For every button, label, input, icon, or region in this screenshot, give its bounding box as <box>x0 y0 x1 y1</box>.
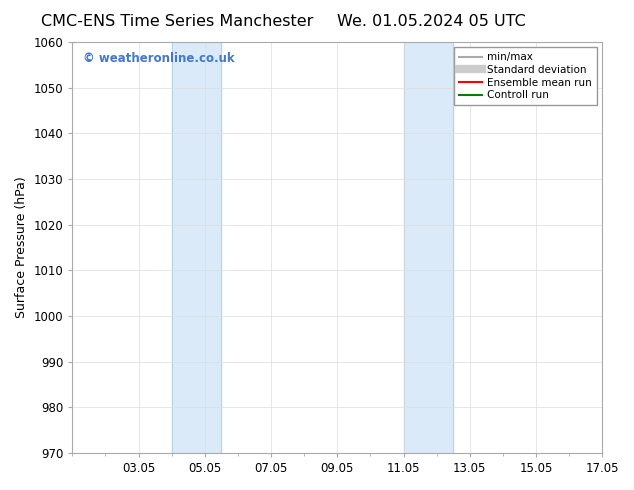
Text: We. 01.05.2024 05 UTC: We. 01.05.2024 05 UTC <box>337 14 526 29</box>
Text: CMC-ENS Time Series Manchester: CMC-ENS Time Series Manchester <box>41 14 314 29</box>
Legend: min/max, Standard deviation, Ensemble mean run, Controll run: min/max, Standard deviation, Ensemble me… <box>454 47 597 105</box>
Y-axis label: Surface Pressure (hPa): Surface Pressure (hPa) <box>15 176 28 318</box>
Text: © weatheronline.co.uk: © weatheronline.co.uk <box>83 52 235 65</box>
Bar <box>403 42 453 453</box>
Bar <box>172 42 221 453</box>
